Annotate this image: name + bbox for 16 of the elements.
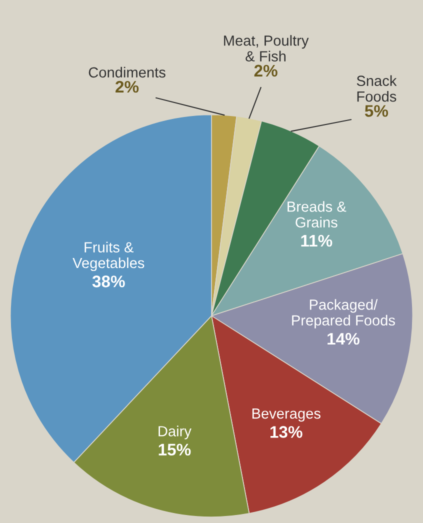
data-label: 14% — [328, 332, 360, 345]
slice-label: Breads & Grains — [288, 201, 346, 228]
data-label: 5% — [364, 105, 388, 117]
data-label: 38% — [92, 276, 125, 288]
data-label: 2% — [254, 64, 278, 77]
data-label: 15% — [158, 444, 191, 456]
slice-label: Beverages — [252, 408, 320, 422]
data-label: 11% — [301, 234, 332, 247]
slice-label: Condiments — [88, 66, 166, 78]
data-label: 2% — [116, 80, 139, 93]
slice-label: Snack Foods — [356, 75, 397, 102]
slice-label: Meat, Poultry & Fish — [224, 35, 309, 62]
slice-label: Packaged/ Prepared Foods — [292, 299, 395, 328]
data-label: 13% — [270, 426, 302, 438]
slice-label: Fruits & Vegetables — [72, 242, 144, 272]
slice-label: Dairy — [158, 426, 192, 440]
